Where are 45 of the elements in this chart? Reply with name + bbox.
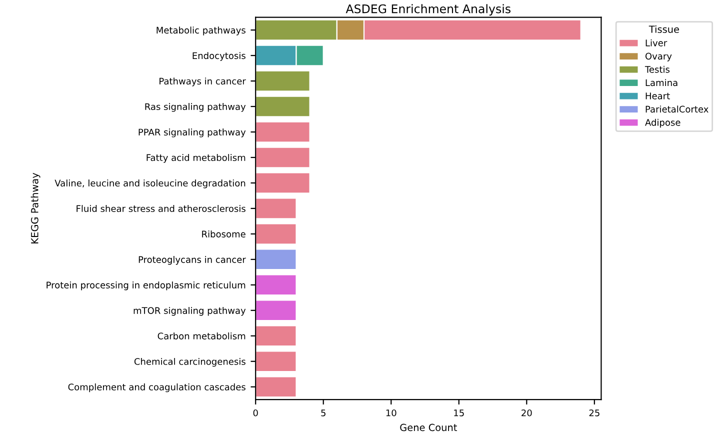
x-axis-title: Gene Count (400, 424, 457, 432)
bar (256, 146, 310, 168)
legend-label: Ovary (645, 52, 672, 62)
bar (256, 96, 310, 118)
legend-label: Testis (644, 66, 670, 73)
y-tick-label: PPAR signaling pathway (138, 128, 246, 138)
x-tick-label: 15 (454, 410, 464, 416)
bar (256, 198, 297, 220)
y-tick-label: Ras signaling pathway (145, 103, 246, 112)
bar (256, 300, 297, 322)
y-tick-label: Proteoglycans in cancer (138, 256, 246, 265)
bar (256, 248, 297, 270)
y-tick-label: Pathways in cancer (160, 78, 246, 86)
y-tick-label: Fatty acid metabolism (146, 154, 246, 163)
y-tick-label: Fluid shear stress and atherosclerosis (76, 205, 246, 212)
legend-label: Liver (646, 39, 668, 46)
x-tick-label: 5 (321, 410, 326, 416)
y-tick-label: Metabolic pathways (156, 26, 246, 36)
x-tick-label: 20 (522, 409, 532, 416)
bar (256, 376, 297, 398)
legend-title: Tissue (648, 25, 679, 33)
y-tick-label: Endocytosis (192, 52, 246, 61)
y-tick-label: Protein processing in endoplasmic reticulum (46, 281, 246, 290)
chart-title: ASDEG Enrichment Analysis (346, 4, 510, 16)
bar (256, 223, 297, 245)
bar (256, 274, 297, 296)
y-tick-label: Valine, leucine and isoleucine degradation (54, 180, 246, 188)
bar (256, 350, 297, 372)
y-tick-label: Ribosome (202, 230, 246, 238)
legend-label: Adipose (645, 118, 680, 128)
x-tick-label: 10 (386, 409, 396, 416)
y-tick-label: Chemical carcinogenesis (134, 358, 246, 367)
x-tick-label: 25 (589, 409, 600, 416)
bar (256, 325, 297, 347)
bar (256, 70, 310, 92)
x-tick-label: 0 (253, 409, 258, 416)
legend-label: Lamina (646, 79, 678, 86)
legend-label: Heart (646, 92, 670, 100)
legend-label: ParietalCortex (646, 106, 708, 113)
y-tick-label: Complement and coagulation cascades (68, 383, 246, 392)
bar (256, 121, 310, 143)
y-axis-title: KEGG Pathway (30, 172, 40, 244)
bar (256, 172, 310, 194)
y-tick-label: Carbon metabolism (158, 332, 246, 340)
y-tick-label: mTOR signaling pathway (134, 306, 246, 316)
